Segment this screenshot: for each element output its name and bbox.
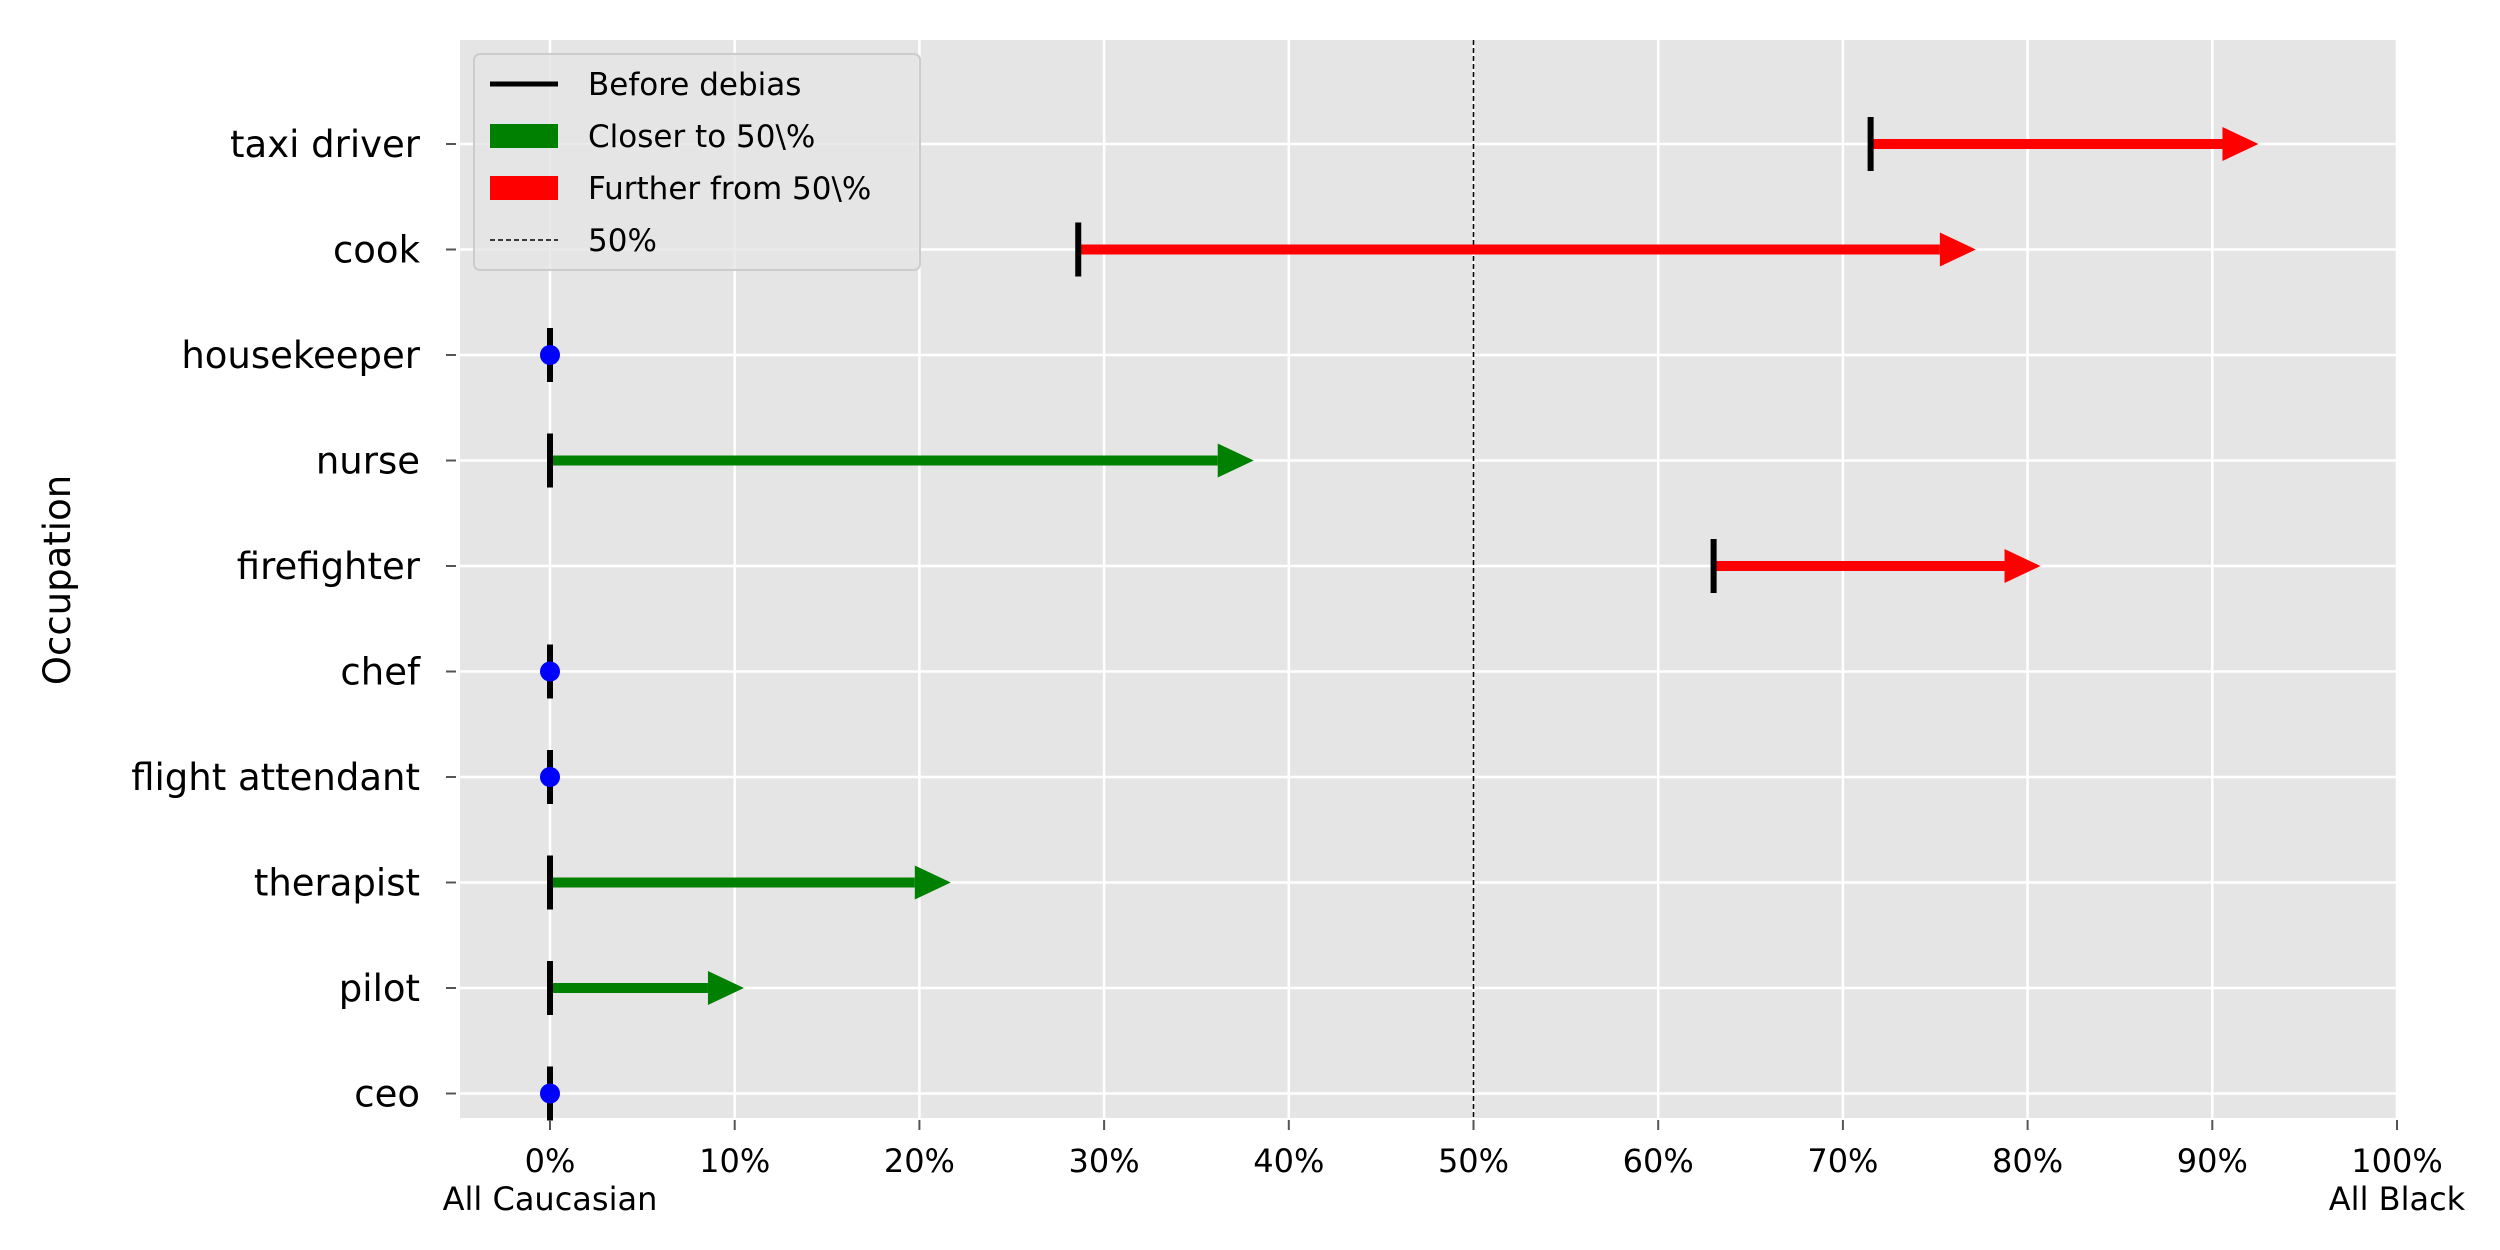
unchanged-point xyxy=(540,345,560,365)
arrow-head xyxy=(1217,443,1254,478)
unchanged-point xyxy=(540,1083,560,1104)
legend-swatch-patch xyxy=(490,124,558,148)
x-tick-label: 90% xyxy=(2177,1142,2248,1180)
x-axis: 0% 10% 20% 30% 40% 50% 60% 70% 80% 90% 100% xyxy=(525,1120,2443,1180)
unchanged-point xyxy=(540,767,560,787)
y-tick-label: firefighter xyxy=(237,545,421,588)
y-tick-label: housekeeper xyxy=(181,334,420,377)
x-tick-label: 100% xyxy=(2351,1142,2442,1180)
x-axis-left-end-label: All Caucasian xyxy=(443,1180,658,1218)
x-tick-label: 60% xyxy=(1623,1142,1694,1180)
x-tick-label: 40% xyxy=(1253,1142,1324,1180)
arrow-head xyxy=(914,865,951,900)
y-tick-label: cook xyxy=(333,229,421,272)
legend: Before debias Closer to 50\% Further from … xyxy=(473,53,921,271)
legend-box xyxy=(473,53,921,271)
y-tick-label: ceo xyxy=(354,1073,420,1116)
x-tick-label: 80% xyxy=(1992,1142,2063,1180)
unchanged-point xyxy=(540,661,560,682)
y-tick-label: flight attendant xyxy=(131,756,420,799)
y-tick-label: pilot xyxy=(339,967,420,1010)
arrow-head xyxy=(2222,127,2259,161)
x-tick-label: 10% xyxy=(699,1142,770,1180)
legend-label: 50% xyxy=(588,223,657,259)
data-marks xyxy=(540,117,2259,1121)
x-tick-label: 0% xyxy=(525,1142,576,1180)
legend-swatch-patch xyxy=(490,176,558,200)
x-tick-label: 30% xyxy=(1069,1142,1140,1180)
x-tick-label: 70% xyxy=(1807,1142,1878,1180)
legend-label: Before debias xyxy=(588,67,801,103)
arrow-head xyxy=(707,971,744,1005)
y-axis: taxi driver cook housekeeper nurse firefigh… xyxy=(131,123,456,1116)
y-axis-title: Occupation xyxy=(36,475,79,685)
legend-label: Closer to 50\% xyxy=(588,119,815,155)
y-tick-label: therapist xyxy=(254,862,420,905)
x-tick-label: 50% xyxy=(1438,1142,1509,1180)
arrow-head xyxy=(1939,232,1976,267)
legend-label: Further from 50\% xyxy=(588,171,871,207)
y-tick-label: taxi driver xyxy=(230,123,421,166)
x-axis-right-end-label: All Black xyxy=(2329,1180,2466,1218)
x-tick-label: 20% xyxy=(884,1142,955,1180)
arrow-head xyxy=(2004,549,2041,583)
y-tick-label: chef xyxy=(340,651,421,694)
y-tick-label: nurse xyxy=(316,440,420,483)
